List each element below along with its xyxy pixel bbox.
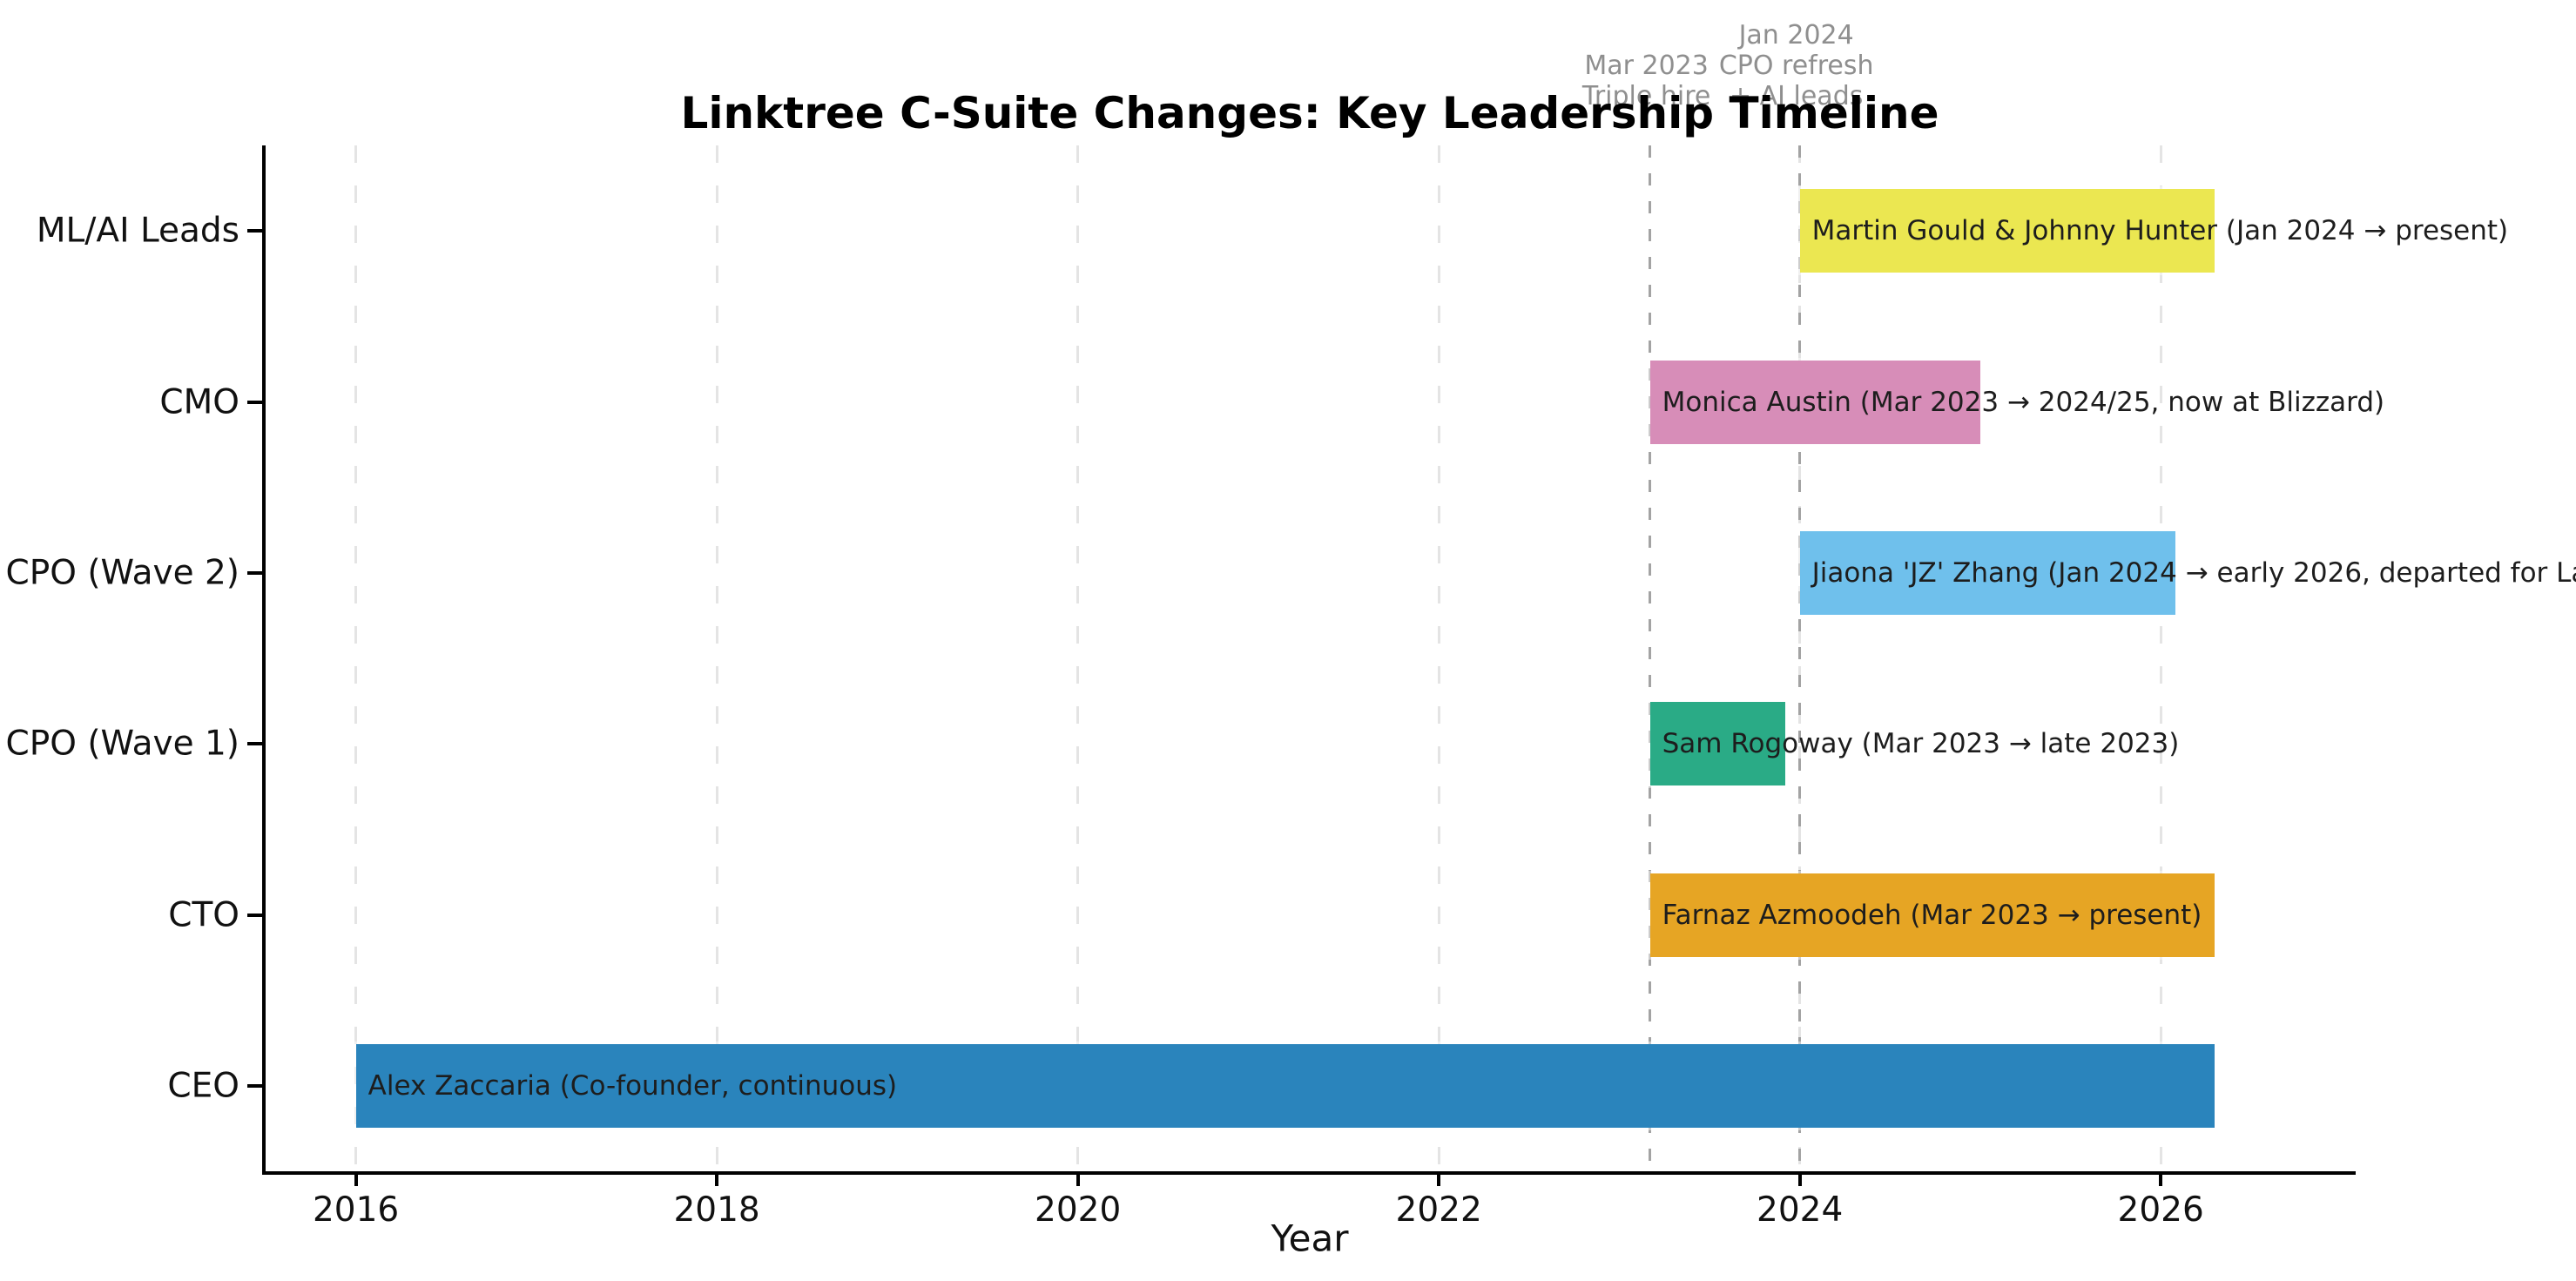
y-axis-label-CPO (Wave 2): CPO (Wave 2) xyxy=(5,553,239,593)
event-line-Jan 2024 xyxy=(1798,145,1802,1171)
event-annotation-line: Mar 2023 xyxy=(1584,51,1709,81)
y-axis-label-ML/AI Leads: ML/AI Leads xyxy=(36,211,239,251)
event-annotation-line: Triple hire xyxy=(1581,81,1711,111)
x-tick-label-2016: 2016 xyxy=(312,1190,400,1230)
y-axis-label-CPO (Wave 1): CPO (Wave 1) xyxy=(5,724,239,764)
gantt-bar-ML/AI Leads: Martin Gould & Johnny Hunter (Jan 2024 →… xyxy=(1799,189,2508,273)
x-tick-mark-2024 xyxy=(1797,1171,1802,1186)
x-tick-mark-2018 xyxy=(715,1171,719,1186)
x-tick-mark-2022 xyxy=(1437,1171,1441,1186)
year-gridline-2016 xyxy=(354,145,358,1171)
gantt-bar-CPO (Wave 1): Sam Rogoway (Mar 2023 → late 2023) xyxy=(1649,702,2179,786)
x-tick-label-2024: 2024 xyxy=(1757,1190,1844,1230)
gantt-bar-label-CPO (Wave 2): Jiaona 'JZ' Zhang (Jan 2024 → early 2026… xyxy=(1811,556,2576,589)
event-annotation-Mar 2023: Mar 2023 Triple hire xyxy=(1582,51,1710,111)
gantt-bar-CMO: Monica Austin (Mar 2023 → 2024/25, now a… xyxy=(1649,360,2384,444)
year-gridline-2020 xyxy=(1076,145,1080,1171)
event-annotation-line: + AI leads xyxy=(1729,81,1864,111)
gantt-bar-label-CMO: Monica Austin (Mar 2023 → 2024/25, now a… xyxy=(1662,386,2385,418)
event-annotation-line: Jan 2024 xyxy=(1738,20,1854,51)
year-gridline-2018 xyxy=(715,145,718,1171)
plot-area: 2016 2018 2020 2022 2024 2026 ML/AI Leads Marti… xyxy=(5,145,2576,1230)
year-gridline-2022 xyxy=(1437,145,1440,1171)
gantt-bar-label-CPO (Wave 1): Sam Rogoway (Mar 2023 → late 2023) xyxy=(1662,728,2180,760)
y-axis-label-CTO: CTO xyxy=(168,895,239,934)
event-line-Mar 2023 xyxy=(1649,145,1652,1171)
gantt-bar-label-ML/AI Leads: Martin Gould & Johnny Hunter (Jan 2024 →… xyxy=(1811,215,2509,247)
y-tick-mark-ML/AI Leads xyxy=(247,229,262,233)
y-tick-mark-CTO xyxy=(247,913,262,917)
year-gridline-2026 xyxy=(2159,145,2162,1171)
gantt-bar-label-CTO: Farnaz Azmoodeh (Mar 2023 → present) xyxy=(1662,899,2202,931)
gantt-bar-CTO: Farnaz Azmoodeh (Mar 2023 → present) xyxy=(1649,873,2215,957)
y-axis-label-CEO: CEO xyxy=(167,1066,239,1106)
gantt-bar-CEO: Alex Zaccaria (Co-founder, continuous) xyxy=(355,1043,2215,1128)
gantt-bar-label-CEO: Alex Zaccaria (Co-founder, continuous) xyxy=(368,1069,898,1102)
y-tick-mark-CPO (Wave 2) xyxy=(247,570,262,575)
gantt-bar-CPO (Wave 2): Jiaona 'JZ' Zhang (Jan 2024 → early 2026… xyxy=(1799,530,2576,615)
x-axis-title: Year xyxy=(1271,1217,1349,1260)
x-tick-mark-2016 xyxy=(354,1171,358,1186)
event-annotation-Jan 2024: Jan 2024 CPO refresh + AI leads xyxy=(1719,20,1874,111)
x-tick-mark-2026 xyxy=(2159,1171,2163,1186)
y-tick-mark-CMO xyxy=(247,400,262,404)
x-tick-label-2026: 2026 xyxy=(2117,1190,2204,1230)
x-tick-label-2020: 2020 xyxy=(1035,1190,1122,1230)
y-tick-mark-CPO (Wave 1) xyxy=(247,742,262,746)
y-axis-label-CMO: CMO xyxy=(159,382,239,421)
chart-title: Linktree C-Suite Changes: Key Leadership… xyxy=(680,88,1939,138)
x-tick-label-2018: 2018 xyxy=(673,1190,760,1230)
event-annotation-line: CPO refresh xyxy=(1718,51,1874,81)
x-tick-label-2022: 2022 xyxy=(1395,1190,1482,1230)
y-tick-mark-CEO xyxy=(247,1083,262,1088)
x-tick-mark-2020 xyxy=(1076,1171,1080,1186)
